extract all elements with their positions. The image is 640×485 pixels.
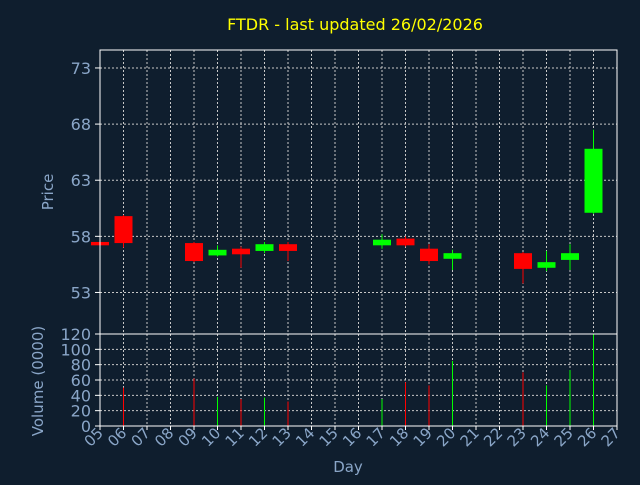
day-tick-label: 20 bbox=[433, 424, 459, 450]
day-tick-label: 21 bbox=[457, 424, 483, 450]
volume-tick-label: 20 bbox=[71, 402, 91, 421]
candle-body bbox=[185, 243, 203, 262]
candle-body bbox=[114, 216, 133, 244]
volume-bars bbox=[123, 334, 594, 426]
price-tick-label: 53 bbox=[71, 283, 91, 302]
price-axis-label: Price bbox=[39, 174, 57, 211]
candle-body bbox=[561, 253, 579, 260]
day-tick-label: 11 bbox=[222, 424, 248, 450]
volume-tick-label: 80 bbox=[71, 356, 91, 375]
day-tick-label: 12 bbox=[245, 424, 271, 450]
day-tick-label: 24 bbox=[527, 424, 553, 450]
day-tick-label: 07 bbox=[128, 424, 154, 450]
volume-tick-label: 100 bbox=[60, 340, 91, 359]
chart-title: FTDR - last updated 26/02/2026 bbox=[227, 15, 483, 34]
day-tick-label: 22 bbox=[480, 424, 506, 450]
day-tick-label: 15 bbox=[316, 424, 342, 450]
volume-axis-label: Volume (0000) bbox=[29, 326, 47, 436]
price-tick-label: 58 bbox=[71, 227, 91, 246]
candle-body bbox=[396, 238, 415, 246]
candle-body bbox=[279, 244, 297, 251]
day-tick-label: 09 bbox=[175, 424, 201, 450]
day-tick-label: 23 bbox=[504, 424, 530, 450]
day-tick-label: 17 bbox=[363, 424, 389, 450]
price-tick-label: 68 bbox=[71, 115, 91, 134]
price-tick-label: 63 bbox=[71, 171, 91, 190]
candle-body bbox=[584, 148, 603, 213]
volume-tick-label: 0 bbox=[81, 417, 91, 436]
candle-body bbox=[208, 249, 227, 256]
candle-body bbox=[373, 239, 391, 246]
candle-body bbox=[255, 244, 274, 251]
candles bbox=[91, 129, 603, 284]
x-axis-label: Day bbox=[333, 458, 363, 476]
day-tick-label: 08 bbox=[151, 424, 177, 450]
day-tick-label: 13 bbox=[269, 424, 295, 450]
day-tick-label: 27 bbox=[598, 424, 624, 450]
candle-body bbox=[420, 248, 438, 262]
day-tick-label: 14 bbox=[292, 424, 318, 450]
day-tick-label: 25 bbox=[551, 424, 577, 450]
candle-body bbox=[537, 262, 556, 268]
day-tick-label: 26 bbox=[574, 424, 600, 450]
ticks: 5358636873020406080100120050607080910111… bbox=[60, 59, 623, 450]
day-tick-label: 19 bbox=[410, 424, 436, 450]
volume-tick-label: 40 bbox=[71, 386, 91, 405]
candle-body bbox=[514, 253, 532, 269]
day-tick-label: 10 bbox=[198, 424, 224, 450]
candle-body bbox=[443, 253, 462, 259]
day-tick-label: 18 bbox=[386, 424, 412, 450]
price-tick-label: 73 bbox=[71, 59, 91, 78]
day-tick-label: 06 bbox=[104, 424, 130, 450]
day-tick-label: 16 bbox=[339, 424, 365, 450]
candle-body bbox=[232, 248, 250, 255]
grid bbox=[100, 50, 617, 426]
volume-tick-label: 120 bbox=[60, 325, 91, 344]
volume-tick-label: 60 bbox=[71, 371, 91, 390]
